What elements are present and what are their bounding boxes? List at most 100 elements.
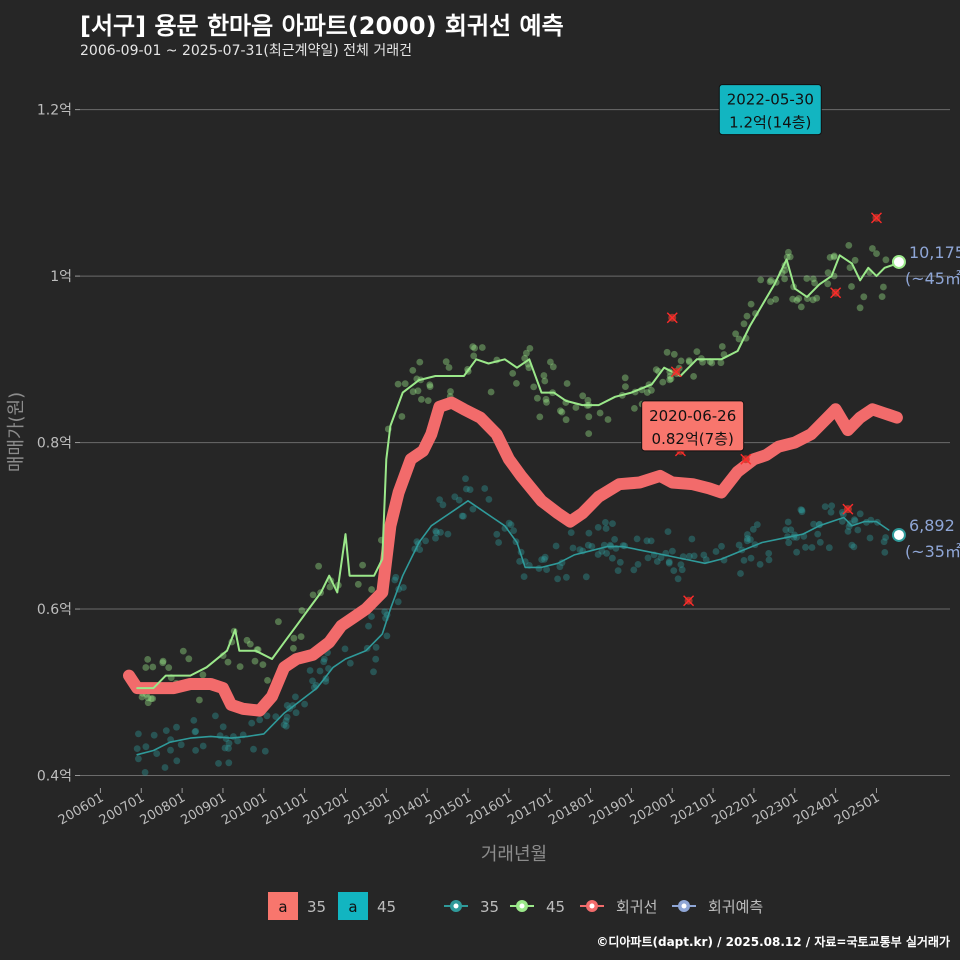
scatter-point [795,295,803,302]
scatter-point [598,547,606,555]
scatter-point [221,744,229,752]
scatter-point [447,388,454,395]
scatter-point [144,699,152,707]
scatter-point [321,655,328,663]
scatter-point [225,744,232,752]
scatter-point [743,312,751,320]
scatter-point [507,521,515,529]
scatter-point [455,496,463,504]
scatter-point [370,668,377,676]
scatter-point [142,664,150,671]
scatter-point [391,576,399,584]
scatter-point [585,413,593,421]
scatter-point [604,416,612,423]
annotation-text: 0.82억(7층) [652,430,734,448]
scatter-point [579,392,587,400]
scatter-point [740,557,748,564]
scatter-point [442,358,450,366]
scatter-point [510,527,517,534]
scatter-point [153,750,161,757]
annotations: 2022-05-30 1.2억(14층) 2020-06-26 0.82억(7층) [641,84,822,452]
scatter-point [469,343,477,351]
scatter-point [797,303,805,311]
scatter-point [735,541,743,549]
scatter-point [809,275,817,283]
scatter-point [767,298,774,305]
scatter-point [292,693,299,701]
scatter-point [275,618,282,626]
legend-line-text: 회귀예측 [708,898,763,916]
scatter-point [161,764,169,771]
scatter-point [306,667,314,674]
scatter-point [418,396,425,403]
x-tick-label: 202001 [628,790,678,828]
scatter-point [824,269,832,276]
scatter-point [708,359,716,367]
scatter-point [535,565,543,572]
scatter-point [316,667,324,675]
scatter-point [653,558,661,565]
scatter-point [505,519,513,527]
annotation-box [641,400,745,452]
scatter-point [567,529,575,536]
scatter-point [585,430,593,437]
scatter-point [298,607,306,614]
scatter-point [670,350,678,358]
scatter-point [541,377,549,385]
scatter-point [663,348,671,356]
scatter-point [215,760,222,767]
scatter-point [824,280,832,288]
scatter-point [743,537,751,545]
scatter-point [400,584,407,591]
scatter-point [848,541,856,549]
scatter-point [793,548,800,556]
scatter-point [471,344,478,352]
scatter-point [526,345,534,352]
scatter-point [789,295,797,303]
scatter-point [737,570,744,577]
outlier-x-mark [830,287,842,299]
annotation-box [718,84,822,136]
y-tick-label: 0.6억 [37,602,72,618]
scatter-point [643,537,651,545]
scatter-point [576,546,584,554]
scatter-point [670,567,678,574]
scatter-point [845,242,853,249]
scatter-point [282,717,290,725]
scatter-point [315,562,322,570]
scatter-point [309,677,316,685]
scatter-point [848,283,855,290]
scatter-point [383,632,391,640]
outlier-x-mark [666,312,678,324]
scatter-point [665,559,673,567]
scatter-point [784,518,792,526]
scatter-point [144,656,152,663]
scatter-point [602,519,609,526]
scatter-point [712,548,720,555]
scatter-point [283,702,291,709]
scatter-point [272,713,280,720]
scatter-point [880,538,888,546]
series-line-35 [136,500,890,756]
scatter-point [882,256,890,264]
scatter-point [609,520,616,527]
scatter-point [693,348,701,355]
scatter-point [744,535,751,542]
scatter-point [572,404,580,411]
scatter-point [381,608,389,616]
scatter-point [469,505,477,513]
legend-line-dot-center [589,903,595,909]
legend-label-key [268,892,298,920]
scatter-point [747,554,755,562]
scatter-point [191,728,199,736]
scatter-point [144,694,152,702]
scatter-point [718,542,725,550]
scatter-point [856,304,864,312]
scatter-point [354,580,362,588]
scatter-point [690,552,698,560]
scatter-point [297,633,305,640]
scatter-points [133,242,890,776]
scatter-point [301,700,308,708]
scatter-point [557,407,564,415]
